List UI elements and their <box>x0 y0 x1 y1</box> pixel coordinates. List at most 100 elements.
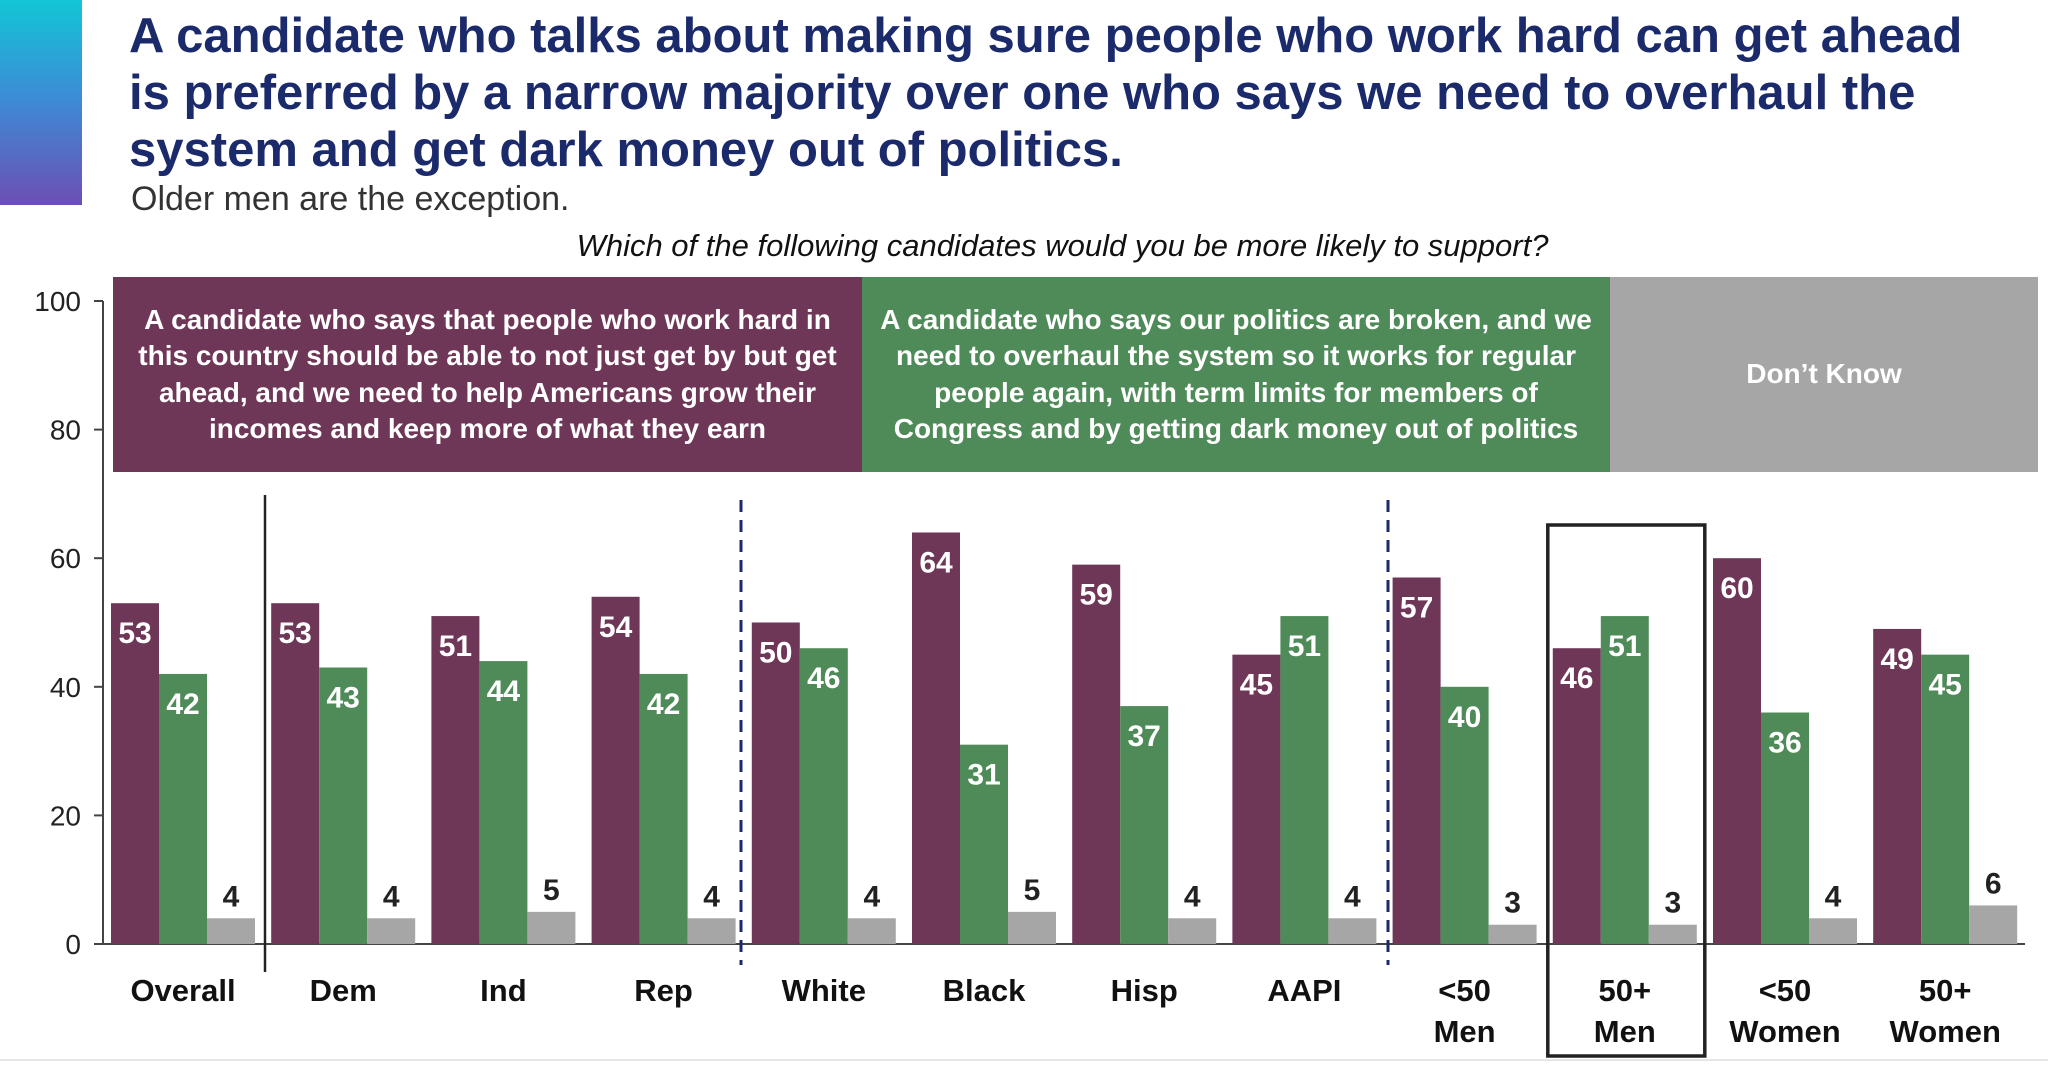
category-label-line: Women <box>1890 1014 2001 1049</box>
bar-ind-s1 <box>431 616 480 944</box>
data-label-dem-s2: 43 <box>327 682 360 715</box>
bar-black-s2 <box>960 744 1008 944</box>
bar-50-plus-men-s1 <box>1552 648 1601 944</box>
bar-dem-s1 <box>271 603 320 944</box>
bar-under-50-women-s2 <box>1761 712 1809 944</box>
legend-label: A candidate who says that people who wor… <box>138 303 837 445</box>
category-label-line: Overall <box>130 973 235 1008</box>
data-label-aapi-s3: 4 <box>1344 880 1361 913</box>
legend-dont-know: Don’t Know <box>1610 277 2038 472</box>
y-tick-label: 60 <box>50 543 81 574</box>
data-label-black-s2: 31 <box>967 759 1000 792</box>
bar-white-s3 <box>847 918 896 944</box>
legend-work-hard-candidate: A candidate who says that people who wor… <box>113 277 862 472</box>
category-label-50-plus-men: 50+ Men <box>1594 973 1656 1049</box>
y-tick-label: 100 <box>34 286 81 317</box>
category-label-under-50-women: <50 Women <box>1729 973 1840 1049</box>
bar-overall-s2 <box>159 673 207 944</box>
data-label-ind-s1: 51 <box>439 630 472 663</box>
bar-rep-s1 <box>591 596 640 944</box>
data-label-under-50-women-s1: 60 <box>1720 572 1753 605</box>
data-label-hisp-s1: 59 <box>1080 579 1113 612</box>
category-label-line: Hisp <box>1111 973 1178 1008</box>
data-label-ind-s2: 44 <box>487 675 521 708</box>
bar-50-plus-women-s1 <box>1873 628 1922 944</box>
legend-overhaul-candidate: A candidate who says our politics are br… <box>862 277 1610 472</box>
chart-data-labels: 5342453434514455442450464643155937445514… <box>118 546 2001 919</box>
category-label-under-50-men: <50 Men <box>1434 973 1496 1049</box>
bar-aapi-s2 <box>1280 616 1329 944</box>
bar-under-50-women-s3 <box>1809 918 1857 944</box>
page-title: A candidate who talks about making sure … <box>129 9 1963 177</box>
category-label-line: Ind <box>480 973 527 1008</box>
category-label-line: Black <box>943 973 1026 1008</box>
category-label-line: Women <box>1729 1014 1840 1049</box>
data-label-overall-s3: 4 <box>223 880 240 913</box>
bar-under-50-men-s2 <box>1440 686 1489 944</box>
category-label-line: White <box>782 973 866 1008</box>
highlight-box <box>1546 523 1707 1058</box>
bar-aapi-s3 <box>1328 918 1377 944</box>
category-label-white: White <box>782 973 866 1008</box>
category-label-line: 50+ <box>1919 973 1972 1008</box>
data-label-white-s2: 46 <box>807 662 840 695</box>
category-label-line: <50 <box>1759 973 1812 1008</box>
bar-under-50-women-s1 <box>1713 558 1761 944</box>
data-label-hisp-s2: 37 <box>1128 720 1161 753</box>
data-label-under-50-women-s2: 36 <box>1768 727 1801 760</box>
bar-under-50-men-s3 <box>1488 924 1537 944</box>
category-label-line: Rep <box>634 973 693 1008</box>
chart-bars <box>111 532 2018 944</box>
bar-hisp-s3 <box>1168 918 1217 944</box>
data-label-50-plus-men-s2: 51 <box>1608 630 1641 663</box>
accent-bar <box>0 0 82 205</box>
bottom-divider <box>0 1059 2048 1061</box>
category-label-dem: Dem <box>310 973 377 1008</box>
bar-overall-s1 <box>111 603 159 944</box>
data-label-rep-s3: 4 <box>703 880 720 913</box>
data-label-under-50-men-s1: 57 <box>1400 591 1433 624</box>
bar-dem-s3 <box>367 918 416 944</box>
bar-50-plus-men-s3 <box>1648 924 1697 944</box>
category-label-line: Dem <box>310 973 377 1008</box>
data-label-overall-s1: 53 <box>118 617 151 650</box>
bar-rep-s2 <box>639 673 688 944</box>
bar-hisp-s1 <box>1072 564 1121 944</box>
category-label-overall: Overall <box>130 973 235 1008</box>
data-label-50-plus-men-s3: 3 <box>1664 887 1681 920</box>
category-label-ind: Ind <box>480 973 527 1008</box>
bar-ind-s3 <box>527 911 576 944</box>
bar-black-s3 <box>1008 911 1056 944</box>
data-label-white-s1: 50 <box>759 637 792 670</box>
data-label-under-50-men-s2: 40 <box>1448 701 1481 734</box>
bar-hisp-s2 <box>1120 706 1169 944</box>
page-subtitle: Older men are the exception. <box>131 180 570 218</box>
data-label-black-s3: 5 <box>1024 874 1041 907</box>
bar-50-plus-women-s2 <box>1921 654 1970 944</box>
category-label-rep: Rep <box>634 973 693 1008</box>
legend-label: A candidate who says our politics are br… <box>880 303 1592 445</box>
bar-50-plus-women-s3 <box>1969 905 2018 944</box>
category-label-line: 50+ <box>1599 973 1652 1008</box>
data-label-under-50-women-s3: 4 <box>1825 880 1842 913</box>
category-label-line: AAPI <box>1267 973 1341 1008</box>
data-label-50-plus-women-s1: 49 <box>1881 643 1914 676</box>
bar-white-s2 <box>799 648 848 944</box>
data-label-dem-s1: 53 <box>279 617 312 650</box>
bar-dem-s2 <box>319 667 368 944</box>
y-tick-label: 0 <box>65 929 81 960</box>
category-label-line: <50 <box>1438 973 1491 1008</box>
legend-label: Don’t Know <box>1746 358 1902 390</box>
data-label-50-plus-women-s2: 45 <box>1929 669 1962 702</box>
y-tick-label: 80 <box>50 415 81 446</box>
bar-black-s1 <box>912 532 960 944</box>
bar-50-plus-men-s2 <box>1600 616 1649 944</box>
data-label-aapi-s2: 51 <box>1288 630 1321 663</box>
survey-question: Which of the following candidates would … <box>576 228 1549 263</box>
category-label-line: Men <box>1434 1014 1496 1049</box>
data-label-ind-s3: 5 <box>543 874 560 907</box>
bar-rep-s3 <box>687 918 736 944</box>
data-label-aapi-s1: 45 <box>1240 669 1273 702</box>
category-label-aapi: AAPI <box>1267 973 1341 1008</box>
